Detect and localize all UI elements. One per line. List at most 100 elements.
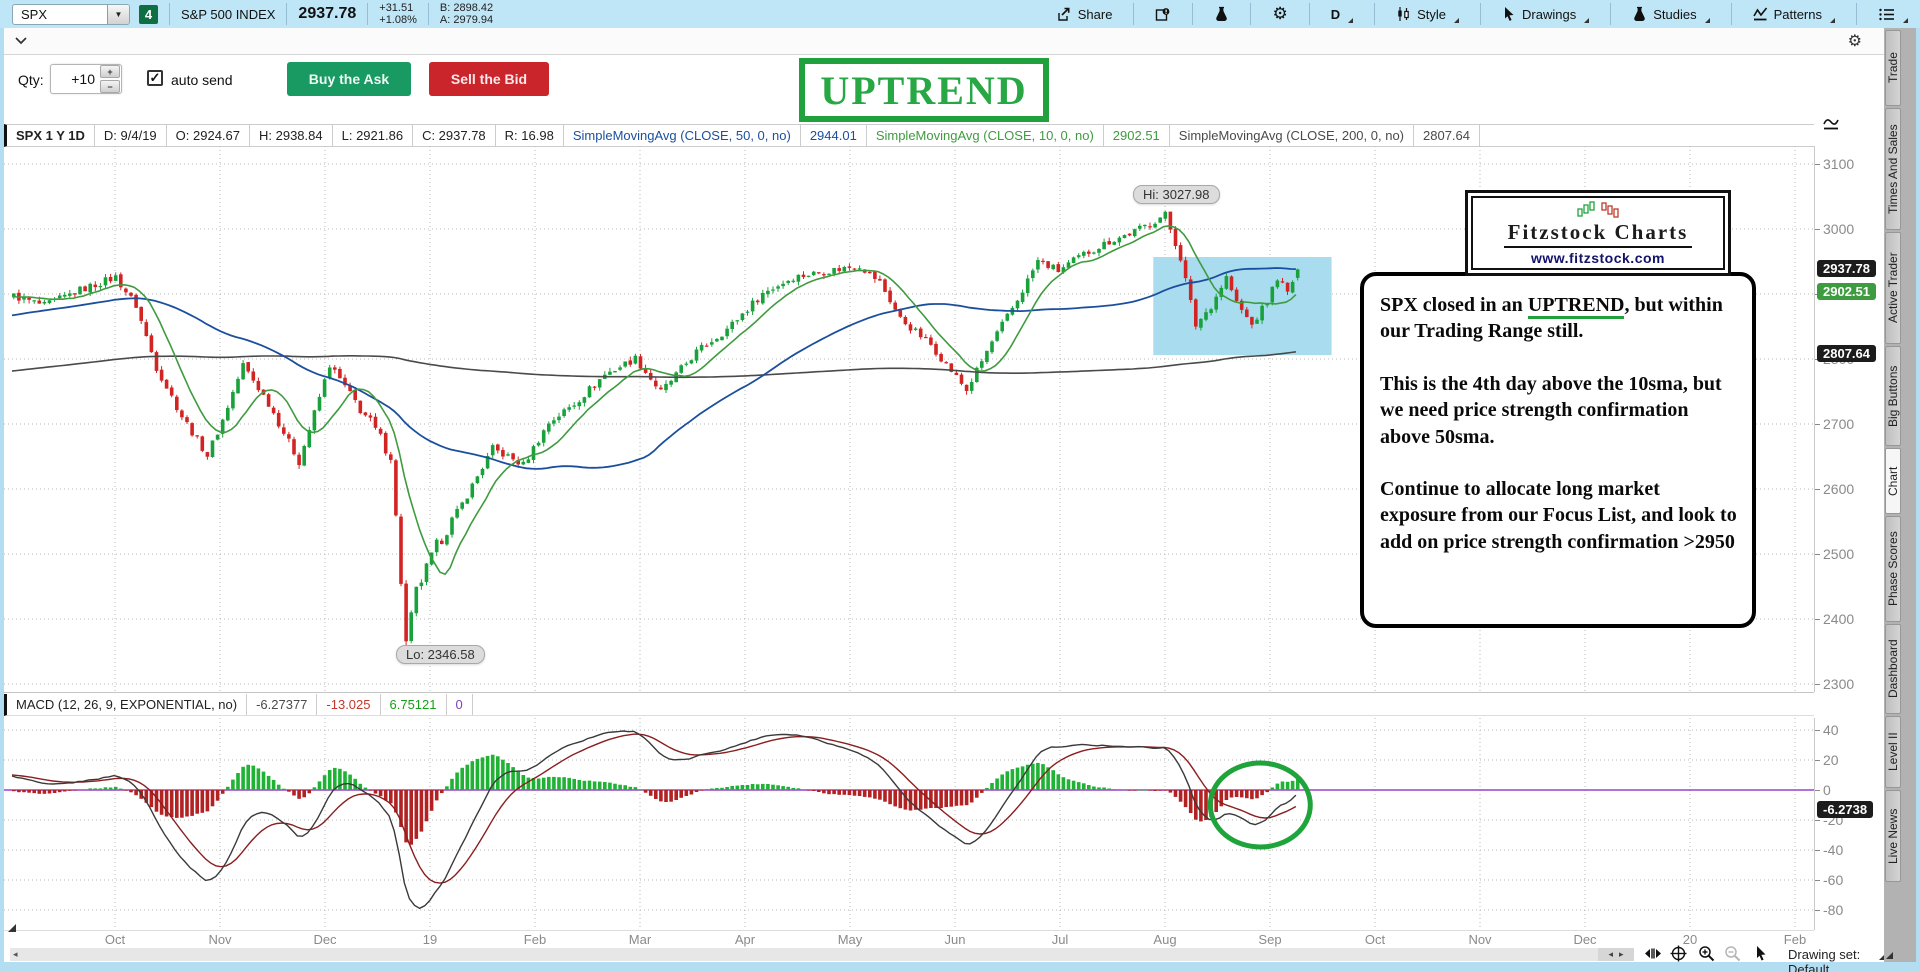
x-axis-label: Feb <box>1783 932 1807 947</box>
divider <box>1610 3 1612 25</box>
top-toolbar: SPX ▼ 4 S&P 500 INDEX 2937.78 +31.51 +1.… <box>0 0 1920 28</box>
divider <box>1856 3 1857 25</box>
zoom-in-icon[interactable] <box>1698 945 1716 962</box>
sma200-study-label[interactable]: SimpleMovingAvg (CLOSE, 200, 0, no) <box>1170 125 1414 146</box>
sma50-study-label[interactable]: SimpleMovingAvg (CLOSE, 50, 0, no) <box>564 125 801 146</box>
ohlc-low: L: 2921.86 <box>333 125 414 146</box>
macd-study-label[interactable]: MACD (12, 26, 9, EXPONENTIAL, no) <box>7 694 248 715</box>
sidebar-tab-phase-scores[interactable]: Phase Scores <box>1885 516 1901 622</box>
qty-label: Qty: <box>18 72 44 88</box>
macd-header: MACD (12, 26, 9, EXPONENTIAL, no) -6.273… <box>4 694 1814 716</box>
sell-bid-button[interactable]: Sell the Bid <box>429 62 549 96</box>
menu-list-icon <box>1879 8 1894 20</box>
x-axis-label: Feb <box>523 932 547 947</box>
macd-axis[interactable]: 40 20 0 -20 -40 -60 -80 -6.2738 <box>1814 718 1884 930</box>
price-axis-bubble: 2807.64 <box>1817 345 1876 363</box>
style-button[interactable]: Style <box>1386 0 1469 28</box>
uptrend-banner: UPTREND <box>799 58 1049 122</box>
gear-icon: ⚙ <box>1272 4 1288 23</box>
right-sidebar: Trade Times And Sales Active Trader Big … <box>1884 28 1916 962</box>
macd-value: -6.27377 <box>247 694 318 715</box>
patterns-button[interactable]: Patterns <box>1743 0 1845 28</box>
chart-scrollbar[interactable]: ◂ <box>10 948 1598 961</box>
pointer-tool-icon[interactable] <box>1754 945 1768 962</box>
drawing-set-selector[interactable]: Drawing set: Default <box>1788 947 1884 972</box>
price-tick-label: 2600 <box>1814 481 1855 497</box>
uptrend-underlined: UPTREND <box>1527 294 1625 319</box>
scroll-left-icon[interactable]: ◂ <box>13 949 18 959</box>
x-axis-label: Mar <box>628 932 652 947</box>
sma200-study-value: 2807.64 <box>1414 125 1480 146</box>
sidebar-resize-grip[interactable] <box>1886 952 1893 959</box>
qty-increment-button[interactable]: + <box>100 65 120 78</box>
sidebar-tab-live-news[interactable]: Live News <box>1885 790 1901 882</box>
gadget-gear-icon[interactable]: ⚙ <box>1847 33 1862 50</box>
ohlc-range: R: 16.98 <box>496 125 564 146</box>
time-axis[interactable]: Oct Nov Dec 19 Feb Mar Apr May Jun Jul Aug Sep Oct No… <box>4 930 1814 947</box>
divider <box>1250 3 1252 25</box>
axis-settings-icon[interactable] <box>1822 116 1840 132</box>
last-price: 2937.78 <box>298 5 357 22</box>
price-tick-label: 3100 <box>1814 156 1855 172</box>
x-axis-label: Aug <box>1153 932 1177 947</box>
sidebar-tab-level-ii[interactable]: Level II <box>1885 716 1901 788</box>
sidebar-tab-active-trader[interactable]: Active Trader <box>1885 232 1901 344</box>
share-button[interactable]: Share <box>1046 0 1123 28</box>
studies-button[interactable]: Studies <box>1622 0 1719 28</box>
sidebar-tab-times-and-sales[interactable]: Times And Sales <box>1885 108 1901 230</box>
ohlc-open: O: 2924.67 <box>167 125 250 146</box>
chart-menu-button[interactable] <box>1868 0 1918 28</box>
x-axis-label: Nov <box>208 932 232 947</box>
x-axis-label: Jul <box>1051 932 1069 947</box>
x-axis-label: Sep <box>1258 932 1282 947</box>
qty-stepper[interactable]: + − <box>100 65 120 93</box>
logo-title: Fitzstock Charts <box>1503 220 1693 248</box>
note-paragraph-2: This is the 4th day above the 10sma, but… <box>1380 372 1722 448</box>
bid-value: B: 2898.42 <box>439 2 494 14</box>
collapse-chevron-icon[interactable] <box>14 36 28 46</box>
change-stack: +31.51 +1.08% <box>379 2 417 26</box>
settings-button[interactable]: ⚙ <box>1262 0 1297 28</box>
zoom-out-icon[interactable] <box>1724 945 1742 962</box>
watchlist-badge[interactable]: 4 <box>139 4 158 24</box>
sma10-study-label[interactable]: SimpleMovingAvg (CLOSE, 10, 0, no) <box>867 125 1104 146</box>
divider <box>367 3 369 25</box>
sidebar-tab-big-buttons[interactable]: Big Buttons <box>1885 346 1901 446</box>
sidebar-tab-chart[interactable]: Chart <box>1885 448 1901 514</box>
flask-icon <box>1634 6 1645 22</box>
flask-icon <box>1216 6 1228 22</box>
buy-ask-button[interactable]: Buy the Ask <box>287 62 411 96</box>
scroll-arrows[interactable]: ◂ ▸ <box>1598 948 1634 961</box>
dropdown-corner <box>1584 17 1590 23</box>
change-percent: +1.08% <box>379 14 417 26</box>
gadget-header-strip: ⚙ <box>4 28 1884 55</box>
divider <box>286 3 288 25</box>
chevron-down-icon[interactable]: ▼ <box>107 4 129 24</box>
crosshair-icon[interactable] <box>1670 945 1688 962</box>
dropdown-corner <box>1348 17 1354 23</box>
sidebar-tab-dashboard[interactable]: Dashboard <box>1885 624 1901 714</box>
analysis-note: SPX closed in an UPTREND, but within our… <box>1360 272 1756 628</box>
macd-tick-label: 20 <box>1815 752 1839 768</box>
macd-tick-label: -80 <box>1814 902 1844 918</box>
timeframe-label: D <box>1330 6 1341 22</box>
auto-send-checkbox[interactable]: ✓ <box>147 70 163 86</box>
drawings-button[interactable]: Drawings <box>1492 0 1599 28</box>
macd-zero-value: 0 <box>447 694 473 715</box>
scroll-back-icon[interactable]: ◂ <box>1608 949 1613 959</box>
timeframe-button[interactable]: D <box>1321 0 1363 28</box>
sidebar-tab-trade[interactable]: Trade <box>1885 30 1901 106</box>
cursor-icon <box>1505 7 1514 21</box>
resize-grip[interactable] <box>8 924 16 932</box>
pan-expand-icon[interactable] <box>1644 945 1662 962</box>
scroll-fwd-icon[interactable]: ▸ <box>1619 949 1624 959</box>
symbol-dropdown[interactable]: SPX ▼ <box>12 3 130 25</box>
macd-chart[interactable] <box>4 718 1814 930</box>
studies-label: Studies <box>1653 6 1697 22</box>
qty-decrement-button[interactable]: − <box>100 80 120 93</box>
analyze-button[interactable] <box>1204 0 1239 28</box>
x-axis-label: May <box>837 932 863 947</box>
price-axis[interactable]: 3100300029002800270026002500240023002937… <box>1814 146 1884 692</box>
price-axis-bubble: 2937.78 <box>1817 260 1876 278</box>
news-note-button[interactable] <box>1145 0 1181 28</box>
